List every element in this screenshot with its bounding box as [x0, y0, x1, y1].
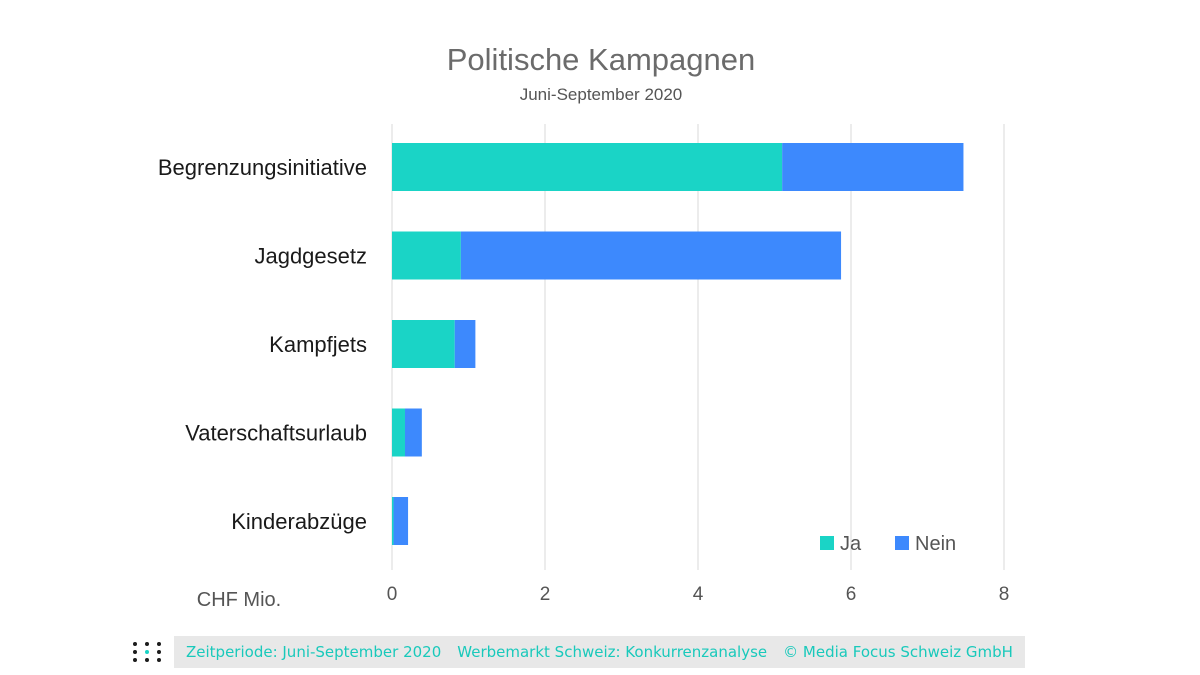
- legend-swatch-ja: [820, 536, 834, 550]
- footer-source: Werbemarkt Schweiz: Konkurrenzanalyse: [457, 643, 768, 661]
- category-label: Vaterschaftsurlaub: [185, 421, 367, 446]
- chart-title: Politische Kampagnen: [447, 42, 755, 77]
- bar-nein: [454, 320, 476, 368]
- x-tick-label: 0: [387, 584, 398, 605]
- chart-subtitle: Juni-September 2020: [520, 85, 683, 104]
- footer-bar: Zeitperiode: Juni-September 2020 Werbema…: [174, 636, 1025, 668]
- legend-label-ja: Ja: [840, 533, 862, 555]
- category-label: Kampfjets: [269, 332, 367, 357]
- x-tick-label: 6: [846, 584, 857, 605]
- bar-ja: [392, 231, 461, 280]
- bar-ja: [392, 497, 394, 545]
- bar-ja: [392, 143, 783, 191]
- bar-nein: [405, 408, 422, 457]
- category-label: Jagdgesetz: [254, 244, 367, 269]
- bar-nein: [393, 497, 409, 545]
- category-label: Kinderabzüge: [231, 509, 367, 534]
- media-focus-logo-icon: [130, 636, 164, 668]
- footer: Zeitperiode: Juni-September 2020 Werbema…: [130, 636, 1025, 668]
- footer-period: Zeitperiode: Juni-September 2020: [186, 643, 442, 661]
- bar-ja: [392, 408, 406, 457]
- stacked-bar-chart: Politische Kampagnen Juni-September 2020…: [158, 42, 1010, 611]
- legend-label-nein: Nein: [915, 533, 956, 555]
- footer-copyright: © Media Focus Schweiz GmbH: [783, 643, 1013, 661]
- category-label: Begrenzungsinitiative: [158, 155, 367, 180]
- x-tick-label: 2: [540, 584, 551, 605]
- bar-nein: [460, 231, 842, 280]
- x-tick-label: 8: [999, 584, 1010, 605]
- x-axis-label: CHF Mio.: [197, 589, 281, 611]
- bar-nein: [782, 143, 964, 191]
- legend-swatch-nein: [895, 536, 909, 550]
- bar-ja: [392, 320, 455, 368]
- x-tick-label: 4: [693, 584, 704, 605]
